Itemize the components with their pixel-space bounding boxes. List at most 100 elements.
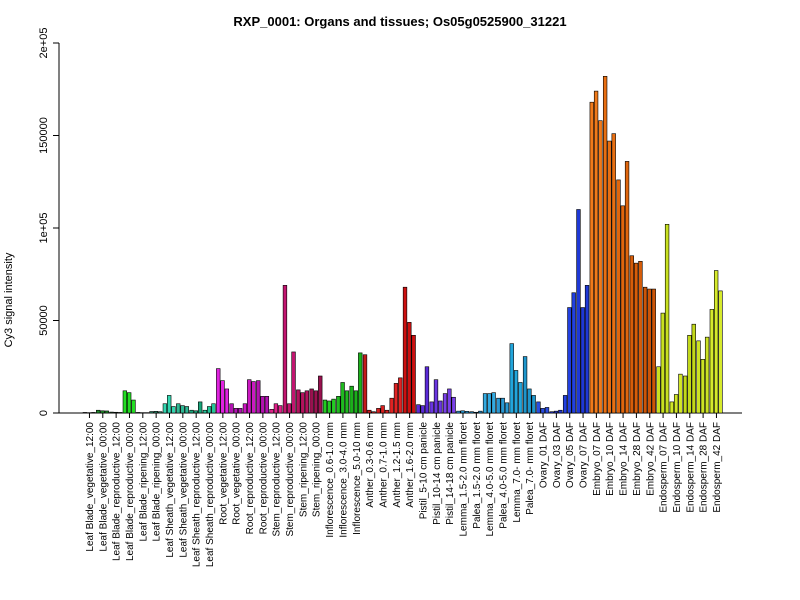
bar <box>393 383 399 414</box>
bar <box>433 379 439 414</box>
bar <box>531 395 536 414</box>
bar <box>287 403 292 414</box>
bar <box>536 401 541 414</box>
bar <box>211 403 216 414</box>
bar <box>238 408 243 414</box>
bar <box>180 405 185 414</box>
bar <box>122 390 128 414</box>
bar <box>633 262 639 414</box>
bar <box>100 410 105 414</box>
x-tick-label: Root_vegetative_00:00 <box>232 422 243 525</box>
bar <box>678 373 683 414</box>
bar <box>611 133 616 414</box>
x-tick-label: Stem_ripening_12:00 <box>298 422 309 518</box>
x-tick-label: Palea_7.0- mm floret <box>525 422 536 515</box>
bar <box>127 392 132 414</box>
bar <box>429 401 434 414</box>
bar <box>260 396 265 414</box>
bar <box>683 375 688 414</box>
bar <box>371 411 376 414</box>
bar <box>176 403 181 414</box>
x-tick-label: Leaf Blade_vegetative_00:00 <box>98 422 109 552</box>
bar <box>136 412 141 414</box>
bar <box>242 403 248 414</box>
bar <box>149 411 154 414</box>
bar <box>509 343 514 414</box>
bar <box>438 400 443 414</box>
x-tick-label: Leaf Sheath_vegetative_12:00 <box>165 422 176 558</box>
x-tick-label: Leaf Sheath_reproductive_00:00 <box>205 422 216 568</box>
bar <box>153 411 159 414</box>
bar <box>389 397 394 414</box>
bar <box>331 398 336 414</box>
bar <box>598 120 603 414</box>
x-tick-label: Ovary_03 DAF <box>552 422 563 488</box>
bar <box>256 380 261 414</box>
bar <box>696 340 701 414</box>
x-tick-label: Stem_reproductive_00:00 <box>285 422 296 537</box>
bar <box>198 401 203 414</box>
bar <box>567 307 572 414</box>
bar <box>416 404 421 414</box>
y-tick-label: 2e+05 <box>38 28 50 59</box>
bar <box>660 312 665 414</box>
bar <box>602 76 608 414</box>
chart-title: RXP_0001: Organs and tissues; Os05g05259… <box>233 14 566 29</box>
bar <box>464 411 470 414</box>
x-tick-label: Pistil_5-10 cm panicle <box>418 422 429 520</box>
y-tick-label: 150000 <box>38 117 50 154</box>
x-tick-label: Leaf Blade_reproductive_00:00 <box>125 422 136 561</box>
x-tick-label: Palea_1.5-2.0 mm floret <box>472 422 483 529</box>
bar <box>247 379 252 414</box>
bar <box>709 309 715 414</box>
x-tick-label: Leaf Blade_ripening_00:00 <box>152 422 163 542</box>
y-tick-label: 1e+05 <box>38 213 50 244</box>
bar <box>687 334 692 414</box>
bar <box>704 336 710 414</box>
bar <box>309 388 314 414</box>
bar <box>411 334 416 414</box>
bar <box>131 399 136 414</box>
bar <box>624 161 630 414</box>
bar <box>527 388 532 414</box>
bar <box>117 412 123 414</box>
bar <box>82 412 88 414</box>
bar <box>713 270 719 414</box>
x-tick-label: Anther_0.3-0.6 mm <box>365 422 376 508</box>
bar <box>478 410 483 414</box>
bar <box>504 402 510 414</box>
bar <box>540 408 545 414</box>
x-tick-label: Endosperm_10 DAF <box>672 422 683 513</box>
bar <box>380 405 385 414</box>
bar <box>487 393 492 414</box>
bar <box>402 286 408 414</box>
bar <box>167 395 172 414</box>
bar <box>353 390 359 414</box>
x-tick-label: Embryo_10 DAF <box>605 422 616 496</box>
bar <box>584 285 590 414</box>
bar <box>407 322 412 414</box>
x-tick-label: Anther_0.7-1.0 mm <box>378 422 389 508</box>
bar <box>664 224 670 414</box>
x-tick-label: Endosperm_14 DAF <box>685 422 696 513</box>
bar <box>251 381 256 414</box>
bar <box>593 90 599 414</box>
bar <box>189 409 194 414</box>
bar <box>651 288 656 414</box>
x-tick-label: Ovary_05 DAF <box>565 422 576 488</box>
bar <box>229 403 234 414</box>
bar <box>336 396 341 414</box>
x-tick-label: Leaf Sheath_reproductive_12:00 <box>192 422 203 568</box>
bar <box>349 385 354 414</box>
bar-series <box>82 76 723 414</box>
x-tick-label: Embryo_14 DAF <box>619 422 630 496</box>
bar <box>282 285 288 414</box>
bar <box>491 392 496 414</box>
bar <box>278 405 283 414</box>
x-tick-label: Lemma_7.0- mm floret <box>512 422 523 523</box>
bar <box>571 292 576 414</box>
bar <box>469 411 474 414</box>
bar <box>291 351 296 414</box>
bar <box>647 288 652 414</box>
